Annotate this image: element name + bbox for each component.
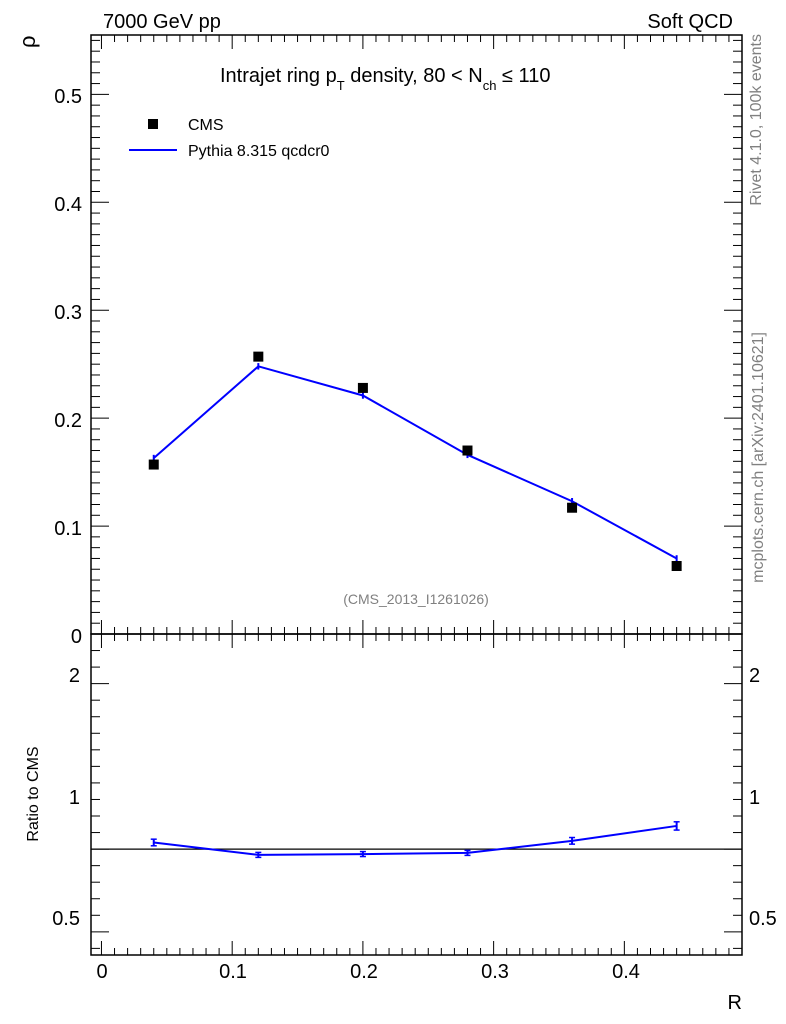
legend: CMS Pythia 8.315 qcdcr0 bbox=[129, 117, 330, 160]
main-ytick-label: 0.1 bbox=[54, 518, 82, 540]
legend-data-marker bbox=[148, 119, 158, 129]
legend-mc-label: Pythia 8.315 qcdcr0 bbox=[188, 143, 330, 160]
cms-data-point bbox=[462, 445, 473, 456]
cms-data-point bbox=[567, 502, 578, 513]
header-right: Soft QCD bbox=[647, 11, 733, 33]
main-ytick-label: 0.3 bbox=[54, 302, 82, 324]
ratio-ytick-label-right: 1 bbox=[749, 787, 760, 809]
header-left: 7000 GeV pp bbox=[103, 11, 221, 33]
main-ytick-label: 0.5 bbox=[54, 86, 82, 108]
main-panel-ticks bbox=[91, 35, 742, 635]
cms-data-point bbox=[148, 459, 159, 470]
ratio-ytick-label-right: 2 bbox=[749, 665, 760, 687]
main-ytick-label: 0.2 bbox=[54, 410, 82, 432]
legend-data-label: CMS bbox=[188, 117, 224, 134]
chart-title: Intrajet ring pT density, 80 < Nch ≤ 110 bbox=[220, 65, 550, 93]
x-axis-label: R bbox=[728, 992, 742, 1014]
main-data-layer bbox=[148, 351, 682, 572]
ratio-ytick-label-left: 2 bbox=[69, 665, 80, 687]
main-y-axis-label: ρ bbox=[15, 35, 40, 48]
xtick-label: 0 bbox=[96, 961, 107, 983]
xtick-label: 0.1 bbox=[219, 961, 247, 983]
xtick-label: 0.4 bbox=[612, 961, 640, 983]
ratio-panel-frame bbox=[90, 633, 743, 956]
cms-data-point bbox=[357, 382, 368, 393]
xtick-label: 0.3 bbox=[481, 961, 509, 983]
main-ytick-label: 0.4 bbox=[54, 194, 82, 216]
ratio-data-layer bbox=[150, 821, 680, 859]
mc-series-line bbox=[153, 365, 678, 560]
cms-data-point bbox=[671, 561, 682, 572]
x-tick-labels: 0 0.1 0.2 0.3 0.4 bbox=[96, 961, 639, 983]
ratio-panel-ticks bbox=[91, 633, 742, 955]
main-ytick-label-zero: 0 bbox=[71, 626, 82, 648]
ratio-y-axis-label: Ratio to CMS bbox=[25, 746, 42, 841]
main-panel-tick-labels: 0.1 0.2 0.3 0.4 0.5 0 bbox=[54, 86, 82, 648]
ratio-ytick-label-left: 1 bbox=[69, 787, 80, 809]
ratio-panel-tick-labels: 0.5 1 2 0.5 1 2 bbox=[52, 665, 777, 930]
ratio-ytick-label-left: 0.5 bbox=[52, 908, 80, 930]
ratio-series-line bbox=[153, 824, 677, 856]
mcplots-url-text: mcplots.cern.ch [arXiv:2401.10621] bbox=[750, 332, 767, 583]
rivet-version-text: Rivet 4.1.0, 100k events bbox=[748, 34, 765, 206]
xtick-label: 0.2 bbox=[350, 961, 378, 983]
ratio-ytick-label-right: 0.5 bbox=[749, 908, 777, 930]
cms-data-point bbox=[253, 351, 264, 362]
analysis-id-watermark: (CMS_2013_I1261026) bbox=[343, 591, 489, 607]
